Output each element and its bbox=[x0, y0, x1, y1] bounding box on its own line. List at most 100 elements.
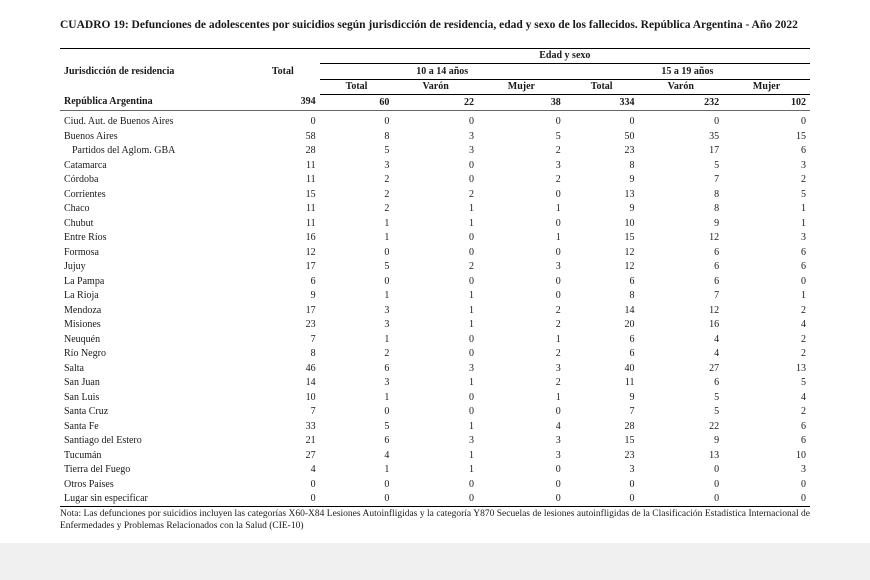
cell-value: 16 bbox=[638, 318, 723, 333]
cell-value: 23 bbox=[565, 144, 639, 159]
cell-value: 15 bbox=[565, 434, 639, 449]
cell-value: 6 bbox=[723, 419, 810, 434]
cell-value: 0 bbox=[393, 347, 478, 362]
table-row: Jujuy175231266 bbox=[60, 260, 810, 275]
cell-value: 13 bbox=[723, 361, 810, 376]
cell-value: 11 bbox=[246, 173, 320, 188]
cell-value: 0 bbox=[723, 492, 810, 507]
cell-value: 35 bbox=[638, 129, 723, 144]
table-row: Misiones2331220164 bbox=[60, 318, 810, 333]
cell-jurisdiccion: Partidos del Aglom. GBA bbox=[60, 144, 246, 159]
cell-value: 1 bbox=[478, 231, 565, 246]
cell-value: 232 bbox=[638, 95, 723, 111]
cell-jurisdiccion: Catamarca bbox=[60, 158, 246, 173]
table-row: Chubut111101091 bbox=[60, 216, 810, 231]
cell-value: 1 bbox=[320, 231, 394, 246]
table-row: Mendoza1731214122 bbox=[60, 303, 810, 318]
cell-value: 7 bbox=[565, 405, 639, 420]
cell-jurisdiccion: Otros Países bbox=[60, 477, 246, 492]
cell-value: 0 bbox=[478, 463, 565, 478]
cell-value: 1 bbox=[723, 289, 810, 304]
cell-value: 0 bbox=[320, 492, 394, 507]
cell-value: 3 bbox=[723, 158, 810, 173]
cell-value: 3 bbox=[478, 158, 565, 173]
cell-value: 1 bbox=[723, 216, 810, 231]
cell-value: 13 bbox=[565, 187, 639, 202]
table-row: Salta46633402713 bbox=[60, 361, 810, 376]
cell-value: 8 bbox=[320, 129, 394, 144]
cell-value: 1 bbox=[723, 202, 810, 217]
cell-value: 10 bbox=[246, 390, 320, 405]
cell-value: 28 bbox=[565, 419, 639, 434]
cell-value: 23 bbox=[565, 448, 639, 463]
cell-value: 3 bbox=[723, 463, 810, 478]
cell-value: 1 bbox=[393, 448, 478, 463]
cell-jurisdiccion: Misiones bbox=[60, 318, 246, 333]
cell-value: 0 bbox=[246, 477, 320, 492]
cell-jurisdiccion: La Rioja bbox=[60, 289, 246, 304]
col-g2-mujer: Mujer bbox=[723, 79, 810, 95]
cell-value: 0 bbox=[320, 477, 394, 492]
cell-value: 60 bbox=[320, 95, 394, 111]
cell-value: 6 bbox=[320, 434, 394, 449]
table-row: Partidos del Aglom. GBA2853223176 bbox=[60, 144, 810, 159]
cell-value: 2 bbox=[723, 173, 810, 188]
cell-jurisdiccion: Buenos Aires bbox=[60, 129, 246, 144]
cell-value: 38 bbox=[478, 95, 565, 111]
cell-value: 6 bbox=[246, 274, 320, 289]
cell-value: 0 bbox=[723, 115, 810, 130]
cell-jurisdiccion: La Pampa bbox=[60, 274, 246, 289]
cell-value: 0 bbox=[723, 274, 810, 289]
cell-value: 6 bbox=[723, 260, 810, 275]
cell-value: 17 bbox=[246, 260, 320, 275]
table-row: San Luis10101954 bbox=[60, 390, 810, 405]
cell-value: 394 bbox=[246, 95, 320, 111]
cell-value: 11 bbox=[246, 216, 320, 231]
cell-value: 0 bbox=[478, 477, 565, 492]
cell-value: 16 bbox=[246, 231, 320, 246]
cell-value: 6 bbox=[723, 144, 810, 159]
cell-value: 13 bbox=[638, 448, 723, 463]
cell-value: 0 bbox=[393, 405, 478, 420]
cell-value: 40 bbox=[565, 361, 639, 376]
cell-value: 1 bbox=[393, 419, 478, 434]
cell-value: 17 bbox=[638, 144, 723, 159]
table-row: San Juan143121165 bbox=[60, 376, 810, 391]
cell-jurisdiccion: Lugar sin especificar bbox=[60, 492, 246, 507]
cell-value: 2 bbox=[723, 347, 810, 362]
cell-value: 3 bbox=[320, 158, 394, 173]
cell-jurisdiccion: Mendoza bbox=[60, 303, 246, 318]
cell-value: 2 bbox=[478, 303, 565, 318]
cell-value: 6 bbox=[723, 434, 810, 449]
cell-value: 3 bbox=[393, 129, 478, 144]
cell-value: 6 bbox=[638, 274, 723, 289]
cell-value: 1 bbox=[393, 303, 478, 318]
cell-value: 2 bbox=[320, 187, 394, 202]
cell-value: 7 bbox=[638, 173, 723, 188]
cell-value: 3 bbox=[393, 434, 478, 449]
cell-value: 9 bbox=[638, 216, 723, 231]
cell-value: 0 bbox=[478, 187, 565, 202]
cell-value: 3 bbox=[565, 463, 639, 478]
cell-value: 5 bbox=[638, 390, 723, 405]
cell-value: 0 bbox=[565, 115, 639, 130]
cell-value: 20 bbox=[565, 318, 639, 333]
cell-value: 5 bbox=[320, 260, 394, 275]
cell-value: 10 bbox=[723, 448, 810, 463]
cell-value: 0 bbox=[638, 115, 723, 130]
table-title: CUADRO 19: Defunciones de adolescentes p… bbox=[60, 18, 810, 34]
cell-value: 3 bbox=[478, 434, 565, 449]
cell-jurisdiccion: Ciud. Aut. de Buenos Aires bbox=[60, 115, 246, 130]
cell-value: 4 bbox=[638, 332, 723, 347]
cell-value: 3 bbox=[320, 303, 394, 318]
cell-value: 7 bbox=[246, 332, 320, 347]
cell-value: 21 bbox=[246, 434, 320, 449]
cell-value: 12 bbox=[638, 303, 723, 318]
cell-value: 3 bbox=[723, 231, 810, 246]
cell-value: 0 bbox=[565, 477, 639, 492]
cell-value: 1 bbox=[393, 318, 478, 333]
cell-value: 4 bbox=[320, 448, 394, 463]
cell-value: 6 bbox=[565, 347, 639, 362]
cell-jurisdiccion: San Luis bbox=[60, 390, 246, 405]
cell-value: 1 bbox=[478, 332, 565, 347]
